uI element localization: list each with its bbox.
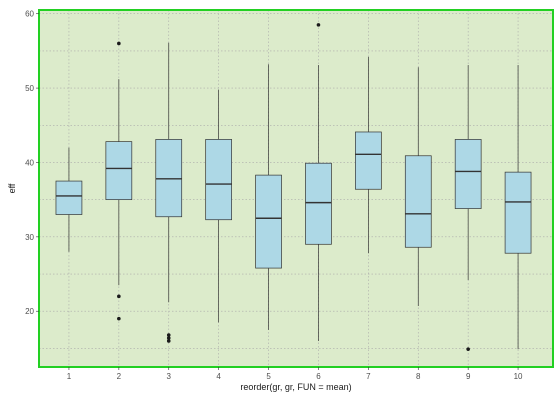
box-group-2: [105, 41, 133, 321]
box-iqr: [454, 139, 482, 209]
box-series: [55, 23, 532, 351]
outlier-point: [166, 339, 171, 343]
box-group-6: [305, 23, 332, 341]
x-axis-title: reorder(gr, gr, FUN = mean): [240, 382, 351, 392]
y-tick-label: 20: [25, 307, 34, 316]
box-group-4: [205, 89, 232, 323]
box-iqr: [205, 139, 232, 221]
box-iqr: [355, 131, 382, 190]
outlier-point: [117, 41, 121, 46]
x-tick-label: 1: [67, 372, 72, 381]
x-tick-label: 3: [167, 372, 172, 381]
y-tick-label: 50: [25, 84, 34, 93]
outlier-point: [316, 23, 321, 27]
x-tick-label: 9: [466, 372, 471, 381]
outlier-point: [117, 316, 121, 321]
x-tick-label: 10: [514, 372, 523, 381]
outlier-point: [117, 294, 121, 299]
box-group-5: [255, 64, 282, 330]
box-iqr: [404, 155, 432, 248]
plot-panel-border: [38, 9, 554, 368]
box-iqr: [305, 162, 332, 245]
x-tick-label: 6: [316, 372, 321, 381]
box-iqr: [105, 141, 133, 201]
x-tick-label: 8: [416, 372, 421, 381]
outlier-point: [466, 347, 470, 351]
y-tick-label: 30: [25, 233, 34, 242]
x-tick-label: 5: [266, 372, 271, 381]
y-tick-label: 40: [25, 158, 34, 167]
x-tick-label: 7: [366, 372, 371, 381]
box-group-10: [504, 65, 532, 350]
box-iqr: [155, 139, 183, 218]
box-group-8: [404, 67, 432, 307]
y-axis-title: eff: [7, 183, 17, 193]
box-group-7: [355, 56, 382, 254]
box-group-3: [155, 42, 183, 343]
box-group-9: [454, 65, 482, 351]
x-axis: 1 2 3 4 5 6 7 8 9 10: [67, 367, 523, 381]
x-tick-label: 4: [216, 372, 221, 381]
outlier-point: [166, 336, 171, 340]
box-group-1: [55, 147, 83, 252]
box-iqr: [55, 180, 83, 215]
box-iqr: [504, 171, 532, 254]
box-iqr: [255, 174, 282, 269]
y-tick-label: 60: [25, 10, 34, 19]
x-tick-label: 2: [117, 372, 122, 381]
outlier-point: [166, 333, 171, 337]
y-axis: 20 30 40 50 60: [25, 10, 39, 316]
